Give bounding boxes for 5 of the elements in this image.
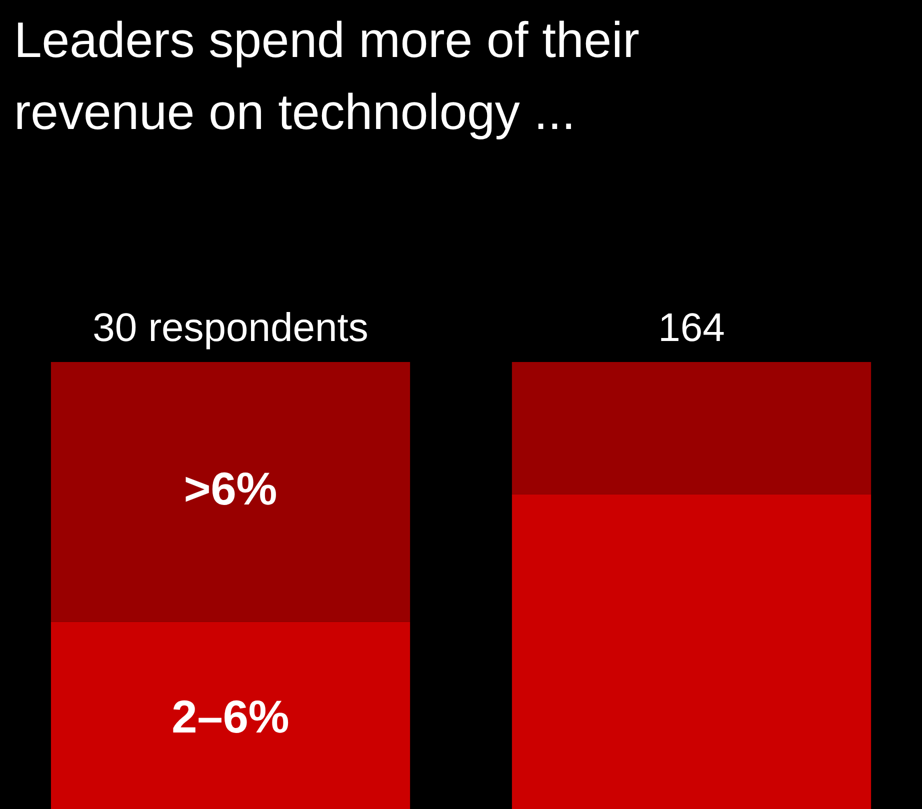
chart-title: Leaders spend more of their revenue on technology ... xyxy=(13,11,640,142)
series-label: 2–6% xyxy=(172,690,290,743)
series-label: >6% xyxy=(184,462,278,515)
x-tick-label: 164 xyxy=(658,306,725,350)
x-tick-label: 30 respondents xyxy=(92,306,368,350)
